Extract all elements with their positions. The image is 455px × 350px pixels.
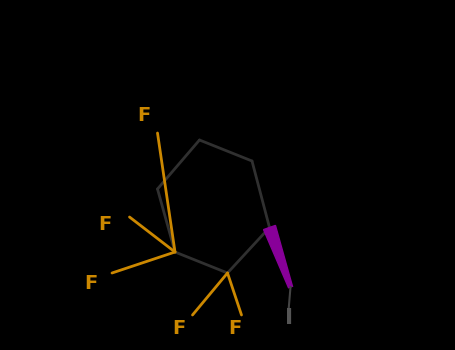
Text: F: F	[228, 320, 241, 338]
Text: F: F	[98, 215, 111, 233]
Text: F: F	[84, 274, 98, 293]
Text: I: I	[285, 308, 293, 329]
Text: F: F	[172, 320, 185, 338]
Polygon shape	[263, 225, 293, 288]
Text: F: F	[137, 106, 150, 125]
